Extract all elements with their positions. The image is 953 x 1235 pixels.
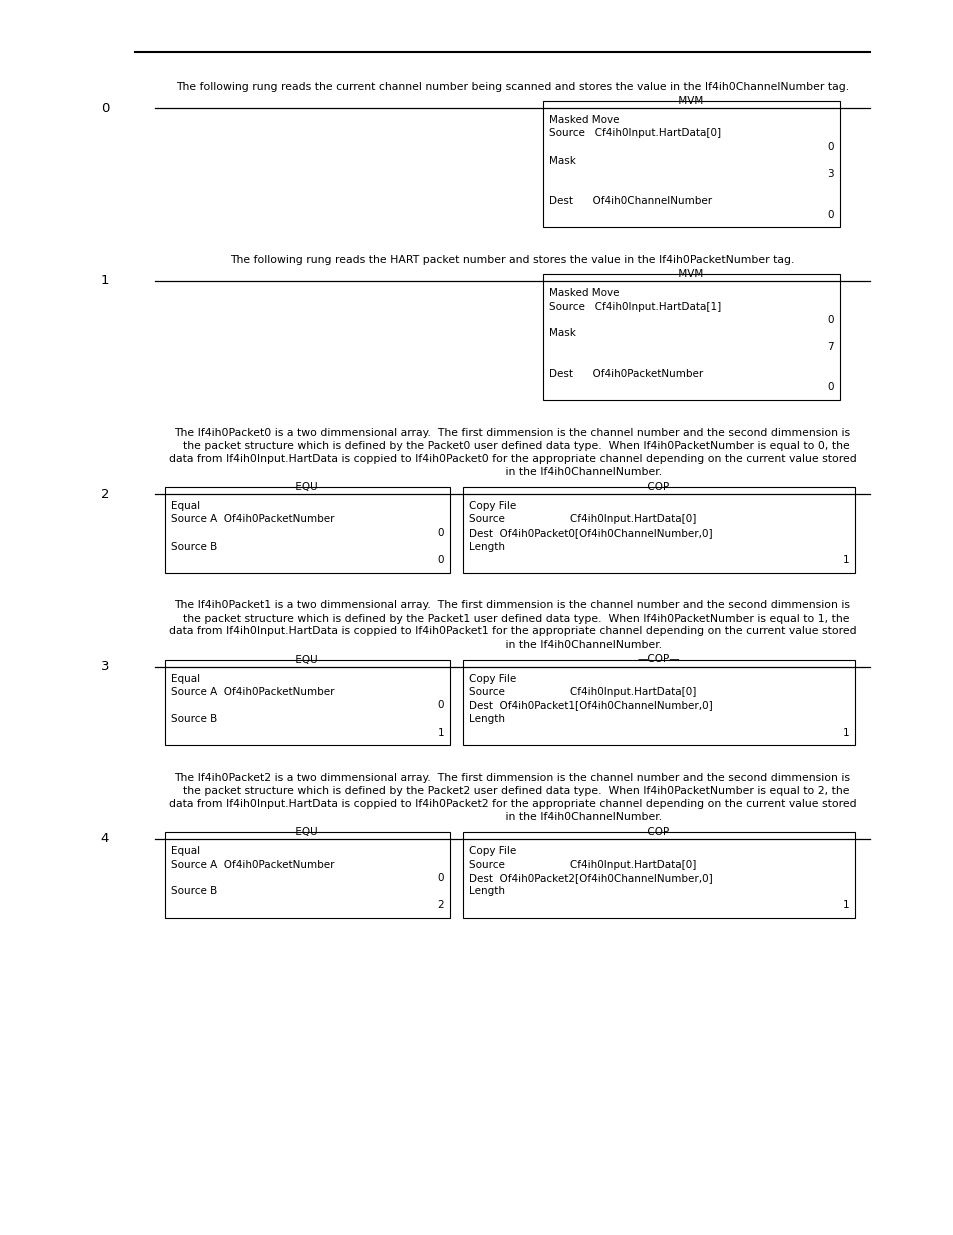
Text: Dest      Of4ih0ChannelNumber: Dest Of4ih0ChannelNumber (548, 196, 711, 206)
Text: 3: 3 (101, 659, 110, 673)
Text: Copy File: Copy File (469, 673, 516, 683)
Text: Length: Length (469, 714, 504, 724)
Text: Source                    Cf4ih0Input.HartData[0]: Source Cf4ih0Input.HartData[0] (469, 687, 696, 697)
Text: Equal: Equal (171, 501, 200, 511)
Text: Copy File: Copy File (469, 846, 516, 856)
Text: Mask: Mask (548, 156, 576, 165)
Text: 7: 7 (826, 342, 833, 352)
Text: Source   Cf4ih0Input.HartData[0]: Source Cf4ih0Input.HartData[0] (548, 128, 720, 138)
Text: 3: 3 (826, 169, 833, 179)
Text: —MVM—: —MVM— (668, 96, 714, 106)
Bar (542, 274, 840, 400)
Text: the packet structure which is defined by the Packet2 user defined data type.  Wh: the packet structure which is defined by… (175, 785, 848, 797)
Text: Masked Move: Masked Move (548, 288, 618, 298)
Text: Dest      Of4ih0PacketNumber: Dest Of4ih0PacketNumber (548, 369, 702, 379)
Text: 0: 0 (437, 555, 443, 564)
Text: 0: 0 (826, 315, 833, 325)
Text: —MVM—: —MVM— (668, 269, 714, 279)
Text: 0: 0 (437, 873, 443, 883)
Text: 0: 0 (437, 529, 443, 538)
Text: Copy File: Copy File (469, 501, 516, 511)
Bar (462, 487, 854, 573)
Text: the packet structure which is defined by the Packet1 user defined data type.  Wh: the packet structure which is defined by… (175, 614, 848, 624)
Text: 2: 2 (101, 488, 110, 500)
Text: The If4ih0Packet0 is a two dimmensional array.  The first dimmension is the chan: The If4ih0Packet0 is a two dimmensional … (174, 429, 850, 438)
Text: Masked Move: Masked Move (548, 115, 618, 125)
Text: 1: 1 (101, 274, 110, 288)
Text: Source                    Cf4ih0Input.HartData[0]: Source Cf4ih0Input.HartData[0] (469, 515, 696, 525)
Text: The following rung reads the HART packet number and stores the value in the If4i: The following rung reads the HART packet… (230, 254, 794, 266)
Text: Dest  Of4ih0Packet1[Of4ih0ChannelNumber,0]: Dest Of4ih0Packet1[Of4ih0ChannelNumber,0… (469, 700, 712, 710)
Text: Source B: Source B (171, 714, 217, 724)
Text: 1: 1 (436, 727, 443, 737)
Text: Source A  Of4ih0PacketNumber: Source A Of4ih0PacketNumber (171, 860, 335, 869)
Text: Dest  Of4ih0Packet0[Of4ih0ChannelNumber,0]: Dest Of4ih0Packet0[Of4ih0ChannelNumber,0… (469, 529, 712, 538)
Text: 1: 1 (841, 900, 848, 910)
Text: 1: 1 (841, 555, 848, 564)
Text: Source A  Of4ih0PacketNumber: Source A Of4ih0PacketNumber (171, 687, 335, 697)
Text: Equal: Equal (171, 673, 200, 683)
Text: in the If4ih0ChannelNumber.: in the If4ih0ChannelNumber. (362, 640, 662, 650)
Text: Length: Length (469, 541, 504, 552)
Text: —COP—: —COP— (637, 482, 679, 492)
Text: in the If4ih0ChannelNumber.: in the If4ih0ChannelNumber. (362, 467, 662, 477)
Text: —EQU—: —EQU— (286, 482, 329, 492)
Text: Equal: Equal (171, 846, 200, 856)
Text: 0: 0 (826, 383, 833, 393)
Text: the packet structure which is defined by the Packet0 user defined data type.  Wh: the packet structure which is defined by… (175, 441, 848, 451)
Text: data from If4ih0Input.HartData is coppied to If4ih0Packet1 for the appropriate c: data from If4ih0Input.HartData is coppie… (169, 626, 856, 636)
Text: Source B: Source B (171, 887, 217, 897)
Text: —COP—: —COP— (637, 655, 679, 664)
Text: The If4ih0Packet2 is a two dimmensional array.  The first dimmension is the chan: The If4ih0Packet2 is a two dimmensional … (174, 773, 850, 783)
Text: 0: 0 (437, 700, 443, 710)
Text: —EQU—: —EQU— (286, 827, 329, 837)
Text: Source                    Cf4ih0Input.HartData[0]: Source Cf4ih0Input.HartData[0] (469, 860, 696, 869)
Text: 1: 1 (841, 727, 848, 737)
Bar (165, 832, 450, 918)
Text: The following rung reads the current channel number being scanned and stores the: The following rung reads the current cha… (175, 82, 848, 91)
Text: Source B: Source B (171, 541, 217, 552)
Text: Length: Length (469, 887, 504, 897)
Bar (165, 487, 450, 573)
Bar (462, 659, 854, 745)
Text: 0: 0 (826, 210, 833, 220)
Text: 4: 4 (101, 832, 109, 846)
Text: Dest  Of4ih0Packet2[Of4ih0ChannelNumber,0]: Dest Of4ih0Packet2[Of4ih0ChannelNumber,0… (469, 873, 712, 883)
Text: 0: 0 (101, 101, 109, 115)
Text: data from If4ih0Input.HartData is coppied to If4ih0Packet0 for the appropriate c: data from If4ih0Input.HartData is coppie… (169, 454, 856, 464)
Text: The If4ih0Packet1 is a two dimmensional array.  The first dimmension is the chan: The If4ih0Packet1 is a two dimmensional … (174, 600, 850, 610)
Text: Source   Cf4ih0Input.HartData[1]: Source Cf4ih0Input.HartData[1] (548, 301, 720, 311)
Bar (462, 832, 854, 918)
Text: in the If4ih0ChannelNumber.: in the If4ih0ChannelNumber. (362, 811, 662, 823)
Text: 0: 0 (826, 142, 833, 152)
Text: Mask: Mask (548, 329, 576, 338)
Text: —EQU—: —EQU— (286, 655, 329, 664)
Text: data from If4ih0Input.HartData is coppied to If4ih0Packet2 for the appropriate c: data from If4ih0Input.HartData is coppie… (169, 799, 856, 809)
Bar (542, 101, 840, 227)
Text: 2: 2 (436, 900, 443, 910)
Text: —COP—: —COP— (637, 827, 679, 837)
Text: Source A  Of4ih0PacketNumber: Source A Of4ih0PacketNumber (171, 515, 335, 525)
Bar (165, 659, 450, 745)
